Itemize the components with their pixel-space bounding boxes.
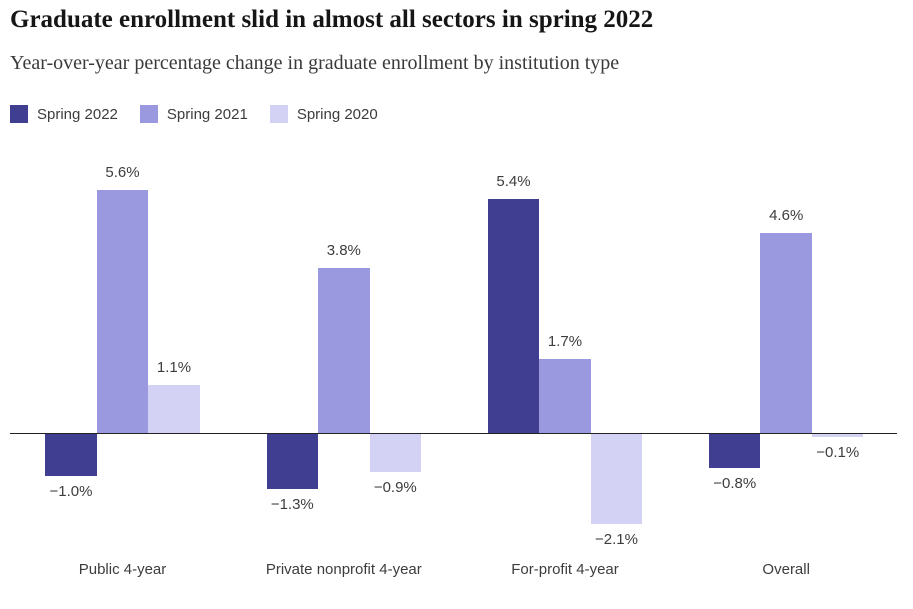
legend-swatch bbox=[139, 105, 158, 123]
bar bbox=[96, 189, 149, 433]
legend-item: Spring 2021 bbox=[139, 105, 248, 123]
category-label: For-profit 4-year bbox=[511, 561, 619, 578]
chart-title: Graduate enrollment slid in almost all s… bbox=[10, 6, 654, 33]
legend-label: Spring 2021 bbox=[166, 105, 248, 123]
bar-value-label: 1.7% bbox=[547, 333, 583, 351]
bar bbox=[318, 268, 370, 433]
chart-legend: Spring 2022 Spring 2021 Spring 2020 bbox=[10, 105, 378, 123]
zero-baseline-axis bbox=[10, 433, 897, 434]
bar bbox=[148, 385, 200, 433]
legend-label: Spring 2020 bbox=[296, 105, 378, 123]
bar-value-label: 5.4% bbox=[496, 172, 531, 190]
legend-swatch bbox=[269, 105, 288, 123]
legend-swatch bbox=[10, 105, 28, 123]
bar bbox=[539, 359, 591, 433]
bar bbox=[811, 433, 864, 438]
bar-value-label: 5.6% bbox=[105, 163, 140, 181]
bar-value-label: 3.8% bbox=[326, 242, 361, 260]
bar-value-label: −0.9% bbox=[373, 479, 417, 497]
bar bbox=[45, 433, 97, 477]
category-label: Overall bbox=[762, 561, 810, 578]
chart-subtitle: Year-over-year percentage change in grad… bbox=[10, 52, 620, 74]
bar-value-label: −1.3% bbox=[270, 496, 314, 514]
bar bbox=[266, 433, 319, 490]
bar-value-label: −0.8% bbox=[713, 474, 757, 492]
bar-value-label: −2.1% bbox=[595, 531, 638, 549]
bar bbox=[590, 433, 643, 525]
bar-value-label: 4.6% bbox=[769, 207, 804, 225]
bar-value-label: −0.1% bbox=[816, 444, 860, 462]
legend-label: Spring 2022 bbox=[37, 105, 118, 123]
bar bbox=[760, 233, 812, 433]
legend-item: Spring 2022 bbox=[10, 105, 118, 123]
bar-value-label: −1.0% bbox=[49, 483, 93, 501]
legend-item: Spring 2020 bbox=[269, 105, 378, 123]
category-label: Private nonprofit 4-year bbox=[265, 561, 422, 578]
bar bbox=[369, 433, 422, 473]
bar bbox=[708, 433, 761, 468]
bar bbox=[487, 198, 540, 433]
bar-value-label: 1.1% bbox=[156, 359, 192, 377]
category-label: Public 4-year bbox=[78, 561, 167, 578]
